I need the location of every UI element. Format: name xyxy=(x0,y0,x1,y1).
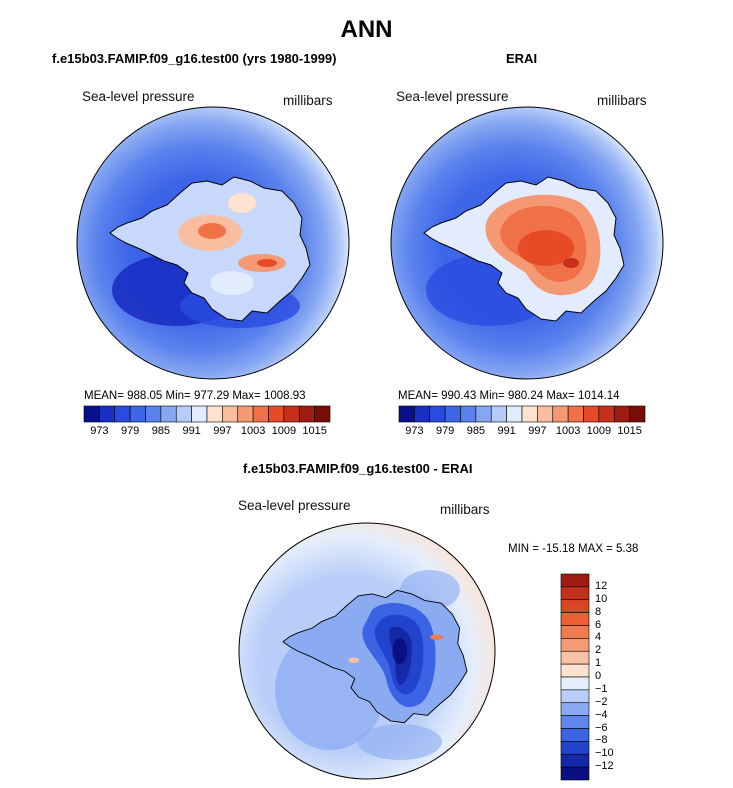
panel-2-units-label: millibars xyxy=(597,93,647,108)
colorbar-swatch xyxy=(206,405,223,423)
colorbar-tick-label: 2 xyxy=(595,644,602,657)
colorbar-tick-label: 1009 xyxy=(586,425,612,437)
panel-1-units-label: millibars xyxy=(283,93,333,108)
colorbar-swatch xyxy=(268,405,285,423)
panel-3-colorbar xyxy=(560,573,590,781)
colorbar-swatch xyxy=(560,689,590,704)
panel-3-map xyxy=(238,522,496,780)
colorbar-swatch xyxy=(560,741,590,755)
colorbar-swatch xyxy=(560,650,590,665)
colorbar-swatch xyxy=(560,663,590,678)
colorbar-tick-label: −8 xyxy=(595,734,608,747)
colorbar-swatch xyxy=(560,638,590,652)
colorbar-swatch xyxy=(560,573,590,588)
panel-2-map xyxy=(390,106,664,380)
colorbar-tick-label: 1009 xyxy=(271,425,297,437)
colorbar-tick-label: 4 xyxy=(595,631,602,644)
colorbar-swatch xyxy=(99,405,116,423)
panel-1-title: f.e15b03.FAMIP.f09_g16.test00 (yrs 1980-… xyxy=(52,51,337,66)
colorbar-swatch xyxy=(283,405,300,423)
colorbar-swatch xyxy=(560,753,590,768)
colorbar-swatch xyxy=(252,405,269,423)
colorbar-swatch xyxy=(460,405,477,423)
colorbar-swatch xyxy=(129,405,146,423)
colorbar-tick-label: 973 xyxy=(90,425,109,437)
colorbar-swatch xyxy=(237,405,254,423)
colorbar-tick-label: 997 xyxy=(213,425,232,437)
colorbar-tick-label: 979 xyxy=(120,425,140,437)
panel-3-stats: MIN = -15.18 MAX = 5.38 xyxy=(508,543,639,555)
colorbar-tick-label: −12 xyxy=(595,760,614,773)
colorbar-swatch xyxy=(560,766,590,781)
colorbar-tick-label: 8 xyxy=(595,605,602,618)
colorbar-tick-label: 1 xyxy=(595,657,602,670)
colorbar-swatch xyxy=(298,405,315,423)
colorbar-tick-label: 1003 xyxy=(555,425,581,437)
colorbar-swatch xyxy=(560,676,590,691)
panel-2-colorbar xyxy=(398,405,646,423)
colorbar-tick-label: 973 xyxy=(405,425,424,437)
colorbar-tick-label: 10 xyxy=(595,592,608,605)
colorbar-swatch xyxy=(560,702,590,716)
panel-3-variable-label: Sea-level pressure xyxy=(238,498,351,513)
colorbar-tick-label: 997 xyxy=(528,425,547,437)
colorbar-tick-label: −1 xyxy=(595,682,608,695)
panel-3-title: f.e15b03.FAMIP.f09_g16.test00 - ERAI xyxy=(243,461,473,476)
colorbar-swatch xyxy=(160,405,177,423)
colorbar-swatch xyxy=(598,405,615,423)
colorbar-tick-label: 991 xyxy=(497,425,516,437)
colorbar-swatch xyxy=(191,405,208,423)
colorbar-swatch xyxy=(506,405,523,423)
colorbar-swatch xyxy=(560,612,590,626)
colorbar-swatch xyxy=(175,405,192,423)
colorbar-swatch xyxy=(314,405,331,423)
colorbar-swatch xyxy=(560,625,590,639)
colorbar-tick-label: −6 xyxy=(595,721,608,734)
colorbar-tick-label: 1003 xyxy=(240,425,266,437)
colorbar-swatch xyxy=(429,405,446,423)
colorbar-swatch xyxy=(567,405,584,423)
panel-1-stats: MEAN= 988.05 Min= 977.29 Max= 1008.93 xyxy=(84,390,306,402)
colorbar-swatch xyxy=(414,405,431,423)
figure-title: ANN xyxy=(340,16,393,43)
panel-2-variable-label: Sea-level pressure xyxy=(396,89,509,104)
colorbar-swatch xyxy=(629,405,646,423)
colorbar-swatch xyxy=(560,715,590,729)
panel-2-title: ERAI xyxy=(506,51,538,66)
panel-1-colorbar xyxy=(83,405,331,423)
panel-2-stats: MEAN= 990.43 Min= 980.24 Max= 1014.14 xyxy=(398,390,620,402)
colorbar-tick-label: −4 xyxy=(595,708,608,721)
colorbar-tick-label: 0 xyxy=(595,670,602,682)
colorbar-tick-label: 1015 xyxy=(617,425,642,437)
panel-1-variable-label: Sea-level pressure xyxy=(82,89,195,104)
colorbar-swatch xyxy=(552,405,569,423)
colorbar-tick-label: 12 xyxy=(595,579,608,592)
colorbar-tick-label: 6 xyxy=(595,618,602,631)
colorbar-tick-label: 985 xyxy=(151,425,171,437)
colorbar-swatch xyxy=(222,405,239,423)
panel-3-units-label: millibars xyxy=(440,502,490,517)
colorbar-swatch xyxy=(145,405,162,423)
colorbar-swatch xyxy=(537,405,554,423)
colorbar-swatch xyxy=(475,405,492,423)
colorbar-tick-label: 1015 xyxy=(302,425,327,437)
colorbar-tick-label: 991 xyxy=(182,425,201,437)
colorbar-tick-label: 985 xyxy=(466,425,486,437)
colorbar-tick-label: −2 xyxy=(595,695,608,708)
colorbar-swatch xyxy=(444,405,461,423)
colorbar-swatch xyxy=(560,586,590,601)
colorbar-swatch xyxy=(560,728,590,742)
colorbar-swatch xyxy=(560,599,590,613)
colorbar-swatch xyxy=(613,405,630,423)
colorbar-swatch xyxy=(114,405,131,423)
colorbar-swatch xyxy=(583,405,600,423)
colorbar-tick-label: 979 xyxy=(435,425,455,437)
colorbar-swatch xyxy=(521,405,538,423)
colorbar-swatch xyxy=(490,405,507,423)
panel-1-map xyxy=(76,106,350,380)
colorbar-swatch xyxy=(398,405,415,423)
colorbar-tick-label: −10 xyxy=(595,747,614,760)
colorbar-swatch xyxy=(83,405,100,423)
